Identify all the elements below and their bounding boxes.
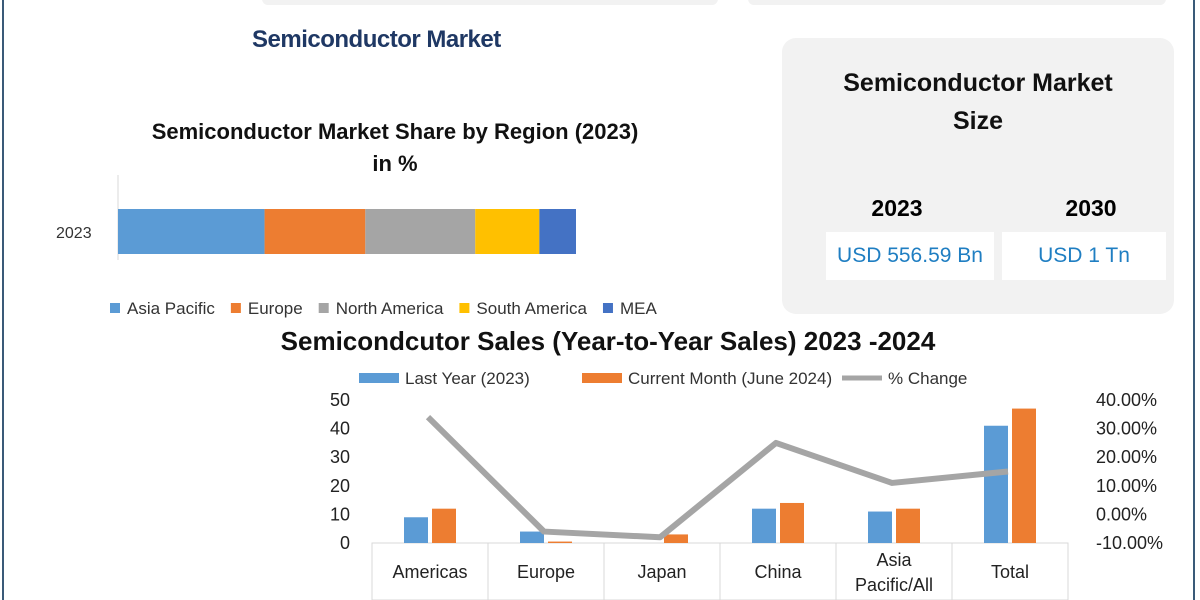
bar-segment-north-america <box>365 209 476 254</box>
bar-last-5 <box>984 425 1008 543</box>
y-tick-label: 50 <box>330 390 350 410</box>
legend-label: Last Year (2023) <box>405 369 530 388</box>
value-2023: USD 556.59 Bn <box>826 232 994 280</box>
category-label: Pacific/All <box>855 575 933 595</box>
bar-current-3 <box>780 502 804 543</box>
share-chart: 2023 Asia Pacific Europe North America South… <box>56 175 658 318</box>
bar-current-4 <box>896 508 920 543</box>
bar-last-3 <box>752 508 776 543</box>
category-label: China <box>754 562 802 582</box>
share-title-line1: Semiconductor Market Share by Region (20… <box>151 119 639 144</box>
bar-current-2 <box>664 534 688 543</box>
bar-current-0 <box>432 508 456 543</box>
year-2030: 2030 <box>1065 195 1117 221</box>
y2-tick-label: 40.00% <box>1096 390 1157 410</box>
category-label: Asia <box>876 550 912 570</box>
legend-swatch <box>582 373 622 383</box>
sales-chart-title: Semicondcutor Sales (Year-to-Year Sales)… <box>280 326 936 356</box>
y-tick-label: 40 <box>330 419 350 439</box>
pct-change-line <box>425 415 1009 541</box>
y2-tick-label: -10.00% <box>1096 533 1163 553</box>
y2-tick-label: 0.00% <box>1096 504 1147 524</box>
share-chart-title: Semiconductor Market Share by Region (20… <box>100 116 690 180</box>
legend-swatch <box>110 303 120 313</box>
y2-tick-label: 20.00% <box>1096 447 1157 467</box>
legend-label: Europe <box>248 299 303 318</box>
page-title: Semiconductor Market <box>252 26 501 53</box>
bar-segment-europe <box>264 209 366 254</box>
y2-tick-label: 30.00% <box>1096 419 1157 439</box>
y-tick-label: 0 <box>340 533 350 553</box>
y-tick-label: 30 <box>330 447 350 467</box>
category-label: Total <box>991 562 1029 582</box>
legend-swatch <box>602 303 613 313</box>
legend-swatch <box>359 373 399 383</box>
sales-chart: Last Year (2023) Current Month (June 2024… <box>330 369 1163 600</box>
legend-swatch <box>459 303 470 313</box>
category-label: Americas <box>392 562 467 582</box>
category-cell <box>951 542 1069 600</box>
legend-label: % Change <box>888 369 967 388</box>
bar-segment-south-america <box>475 209 540 254</box>
legend-label: MEA <box>620 299 658 318</box>
bar-last-0 <box>404 517 428 543</box>
y-tick-label: 20 <box>330 476 350 496</box>
bar-segment-mea <box>539 209 576 254</box>
category-label: Europe <box>517 562 575 582</box>
bar-current-1 <box>548 541 572 543</box>
category-label: Japan <box>637 562 686 582</box>
legend-swatch <box>230 303 241 313</box>
y2-tick-label: 10.00% <box>1096 476 1157 496</box>
bar-last-1 <box>520 531 544 543</box>
bar-current-5 <box>1012 408 1036 543</box>
legend-label: Asia Pacific <box>127 299 215 318</box>
category-label: 2023 <box>56 225 92 242</box>
top-card-right <box>748 0 1166 5</box>
year-2023: 2023 <box>871 195 923 221</box>
bar-segment-asia-pacific <box>118 209 265 254</box>
share-title-line2: in % <box>372 151 418 176</box>
market-size-card: Semiconductor Market Size 2023 2030 USD … <box>782 38 1174 314</box>
value-2030: USD 1 Tn <box>1002 232 1166 280</box>
top-card-left <box>262 0 718 5</box>
legend-label: South America <box>476 299 587 318</box>
legend-swatch <box>318 303 329 313</box>
bar-last-4 <box>868 511 892 543</box>
market-size-title: Semiconductor Market Size <box>843 69 1113 135</box>
y-tick-label: 10 <box>330 504 350 524</box>
legend-label: Current Month (June 2024) <box>628 369 832 388</box>
legend-label: North America <box>336 299 444 318</box>
